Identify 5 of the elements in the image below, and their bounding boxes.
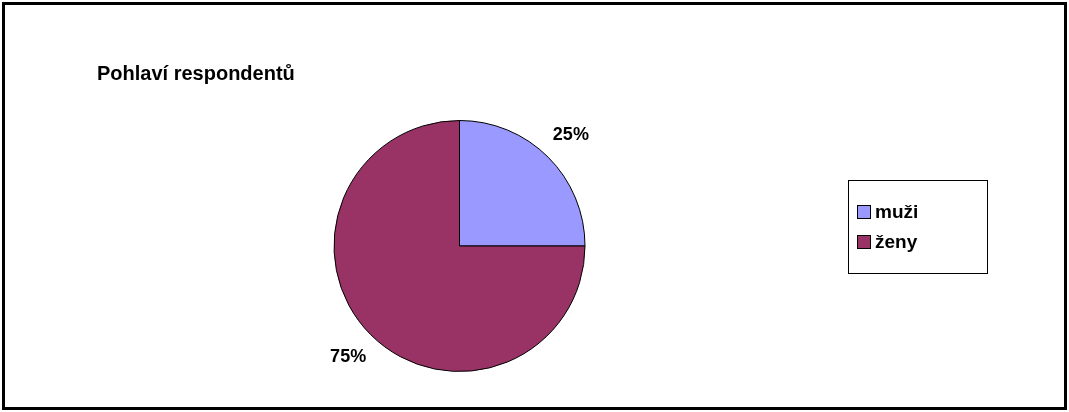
data-label: 25% [552, 123, 589, 144]
legend-label: muži [875, 201, 919, 223]
chart-title: Pohlaví respondentů [97, 62, 295, 85]
data-label: 75% [330, 346, 367, 367]
legend-label: ženy [875, 231, 918, 253]
